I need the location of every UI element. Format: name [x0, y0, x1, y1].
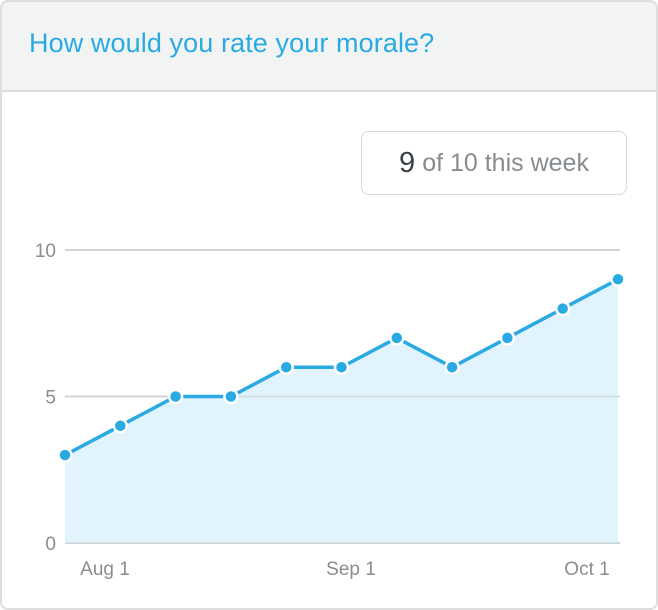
y-tick-label: 10 [35, 241, 56, 262]
y-tick-label: 0 [45, 534, 56, 555]
data-point[interactable] [167, 388, 184, 405]
data-point[interactable] [278, 359, 294, 375]
data-point[interactable] [444, 359, 460, 375]
score-value: 9 [399, 146, 416, 179]
card-header: How would you rate your morale? [2, 2, 656, 92]
data-point[interactable] [499, 330, 516, 346]
area-fill [65, 279, 618, 543]
chart-data-points [57, 271, 626, 463]
x-tick-label: Aug 1 [80, 559, 130, 580]
score-label: of 10 this week [422, 148, 589, 177]
data-point[interactable] [554, 300, 571, 317]
data-point[interactable] [389, 330, 405, 346]
x-tick-label: Oct 1 [564, 559, 609, 580]
card-title: How would you rate your morale? [29, 28, 435, 58]
data-point[interactable] [223, 388, 239, 405]
chart-area-fill [65, 249, 620, 544]
y-axis-ticks: 0 5 10 [35, 241, 56, 555]
weekly-score-badge: 9 of 10 this week [361, 131, 627, 195]
data-point[interactable] [57, 447, 73, 463]
x-tick-label: Sep 1 [326, 559, 376, 580]
y-tick-label: 5 [45, 388, 56, 409]
data-point[interactable] [333, 359, 350, 375]
x-axis-ticks: Aug 1 Sep 1 Oct 1 [80, 559, 610, 580]
data-point[interactable] [610, 271, 626, 288]
data-point[interactable] [112, 418, 129, 434]
